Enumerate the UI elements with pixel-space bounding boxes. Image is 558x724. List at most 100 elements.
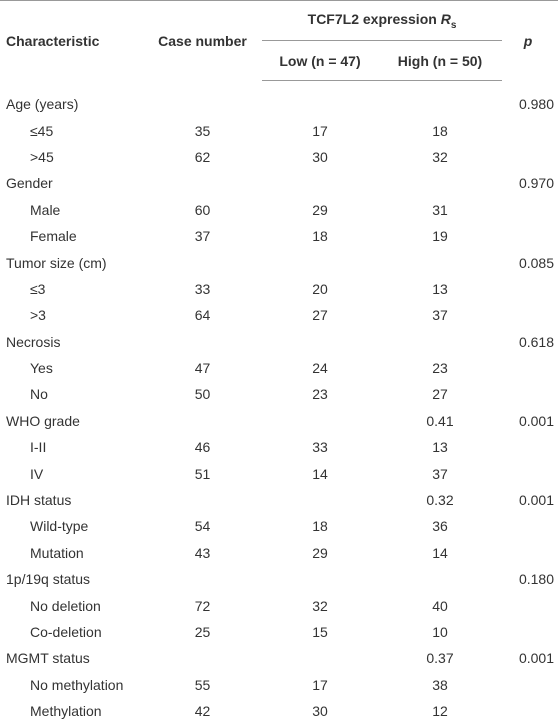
cell: 24 xyxy=(262,355,378,381)
cell: 37 xyxy=(378,460,502,486)
cell: No methylation xyxy=(0,672,143,698)
group-row: Tumor size (cm) 0.085 xyxy=(0,249,558,275)
cell: 50 xyxy=(143,381,262,407)
cell xyxy=(502,698,558,724)
cell: >45 xyxy=(0,144,143,170)
cell: Methylation xyxy=(0,698,143,724)
table-header: Characteristic Case number TCF7L2 expres… xyxy=(0,1,558,81)
cell: 43 xyxy=(143,540,262,566)
cell xyxy=(262,81,378,118)
header-text: TCF7L2 expression xyxy=(308,11,437,27)
cell xyxy=(378,249,502,275)
cell: ≤3 xyxy=(0,276,143,302)
header-cell: p xyxy=(502,1,558,81)
cell: 12 xyxy=(378,698,502,724)
cell: 0.970 xyxy=(502,170,558,196)
cell: 30 xyxy=(262,698,378,724)
cell: 17 xyxy=(262,117,378,143)
cell: 17 xyxy=(262,672,378,698)
cell: 15 xyxy=(262,619,378,645)
cell: Female xyxy=(0,223,143,249)
cell: 51 xyxy=(143,460,262,486)
cell xyxy=(502,619,558,645)
cell xyxy=(502,355,558,381)
cell xyxy=(262,408,378,434)
cell xyxy=(143,81,262,118)
cell: 30 xyxy=(262,144,378,170)
cell: 0.085 xyxy=(502,249,558,275)
cell xyxy=(502,276,558,302)
cell xyxy=(502,223,558,249)
cell: 46 xyxy=(143,434,262,460)
cell: 27 xyxy=(378,381,502,407)
cell: 23 xyxy=(262,381,378,407)
cell xyxy=(502,302,558,328)
cell: 0.618 xyxy=(502,329,558,355)
cell: 0.001 xyxy=(502,408,558,434)
cell: 54 xyxy=(143,513,262,539)
cell: 55 xyxy=(143,672,262,698)
cell: 62 xyxy=(143,144,262,170)
cell: Co-deletion xyxy=(0,619,143,645)
cell xyxy=(502,460,558,486)
cell xyxy=(262,170,378,196)
cell: Mutation xyxy=(0,540,143,566)
cell xyxy=(262,249,378,275)
cell: 64 xyxy=(143,302,262,328)
cell: 23 xyxy=(378,355,502,381)
cell: 31 xyxy=(378,197,502,223)
cell: 38 xyxy=(378,672,502,698)
cell xyxy=(143,645,262,671)
header-group: TCF7L2 expression Rs xyxy=(262,1,502,41)
cell xyxy=(378,170,502,196)
cell: 13 xyxy=(378,276,502,302)
cell: Age (years) xyxy=(0,81,143,118)
header-cell: High (n = 50) xyxy=(378,41,502,81)
cell: ≤45 xyxy=(0,117,143,143)
header-subscript: s xyxy=(451,19,457,30)
cell: 72 xyxy=(143,592,262,618)
cell xyxy=(143,329,262,355)
header-cell: Characteristic xyxy=(0,1,143,81)
cell: Yes xyxy=(0,355,143,381)
cell xyxy=(502,513,558,539)
cell: 42 xyxy=(143,698,262,724)
cell xyxy=(502,381,558,407)
cell xyxy=(502,197,558,223)
cell xyxy=(143,487,262,513)
cell: 14 xyxy=(262,460,378,486)
cell: 0.180 xyxy=(502,566,558,592)
cell: 27 xyxy=(262,302,378,328)
cell: No xyxy=(0,381,143,407)
cell: 40 xyxy=(378,592,502,618)
cell: 0.001 xyxy=(502,645,558,671)
cell xyxy=(143,566,262,592)
cell: WHO grade xyxy=(0,408,143,434)
cell: 0.980 xyxy=(502,81,558,118)
cell: 36 xyxy=(378,513,502,539)
cell xyxy=(502,144,558,170)
cell: 29 xyxy=(262,197,378,223)
cell xyxy=(143,249,262,275)
cell: I-II xyxy=(0,434,143,460)
cell: 32 xyxy=(262,592,378,618)
cell xyxy=(502,434,558,460)
cell: No deletion xyxy=(0,592,143,618)
cell xyxy=(143,170,262,196)
cell: Tumor size (cm) xyxy=(0,249,143,275)
cell xyxy=(262,566,378,592)
